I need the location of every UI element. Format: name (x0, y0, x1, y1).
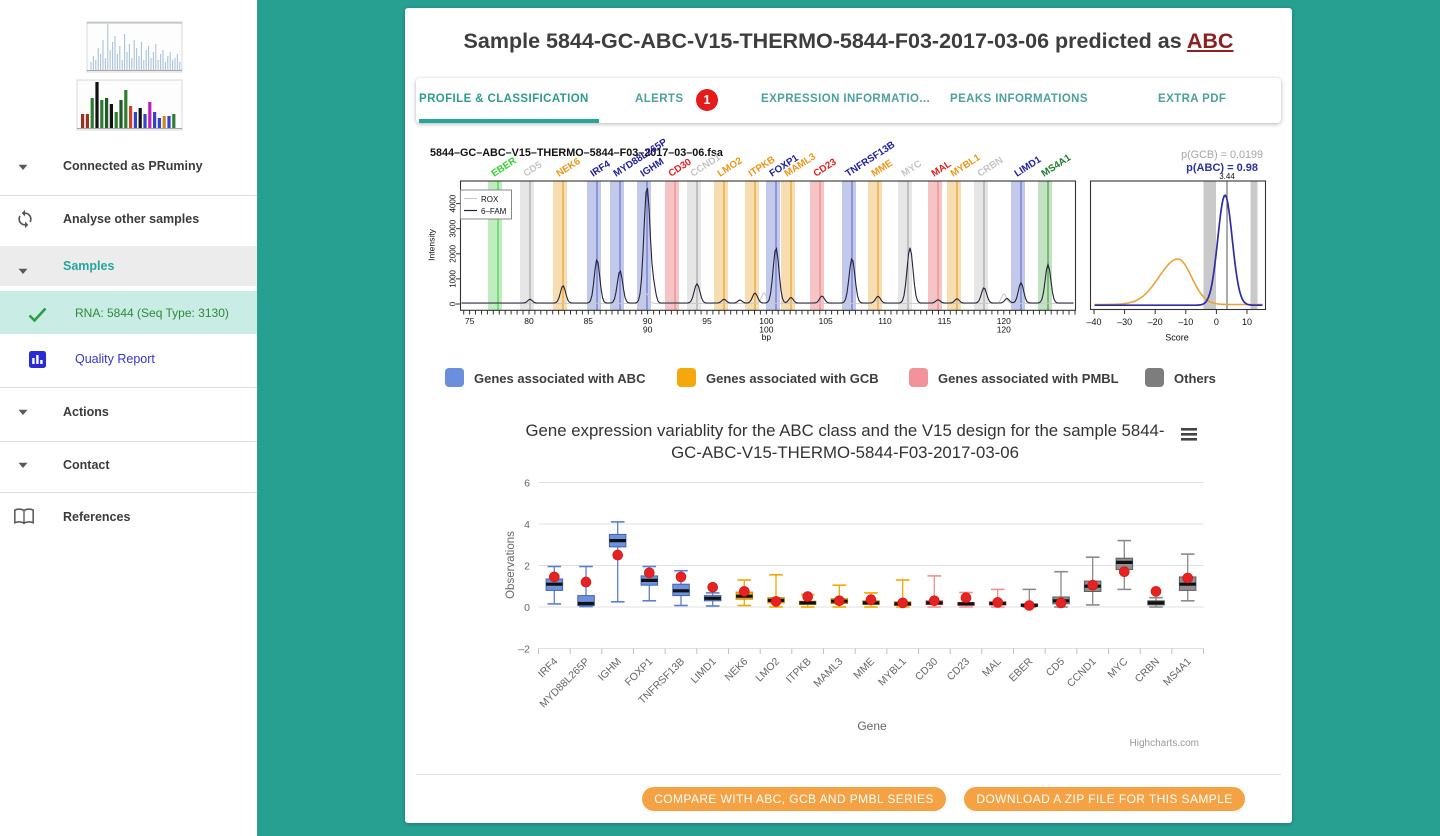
svg-text:95: 95 (702, 316, 712, 326)
svg-text:CD5: CD5 (522, 159, 545, 179)
svg-text:90: 90 (643, 316, 653, 326)
svg-text:ROX: ROX (481, 195, 499, 204)
svg-text:0: 0 (524, 602, 530, 614)
svg-text:2000: 2000 (449, 244, 458, 262)
svg-text:Intensity: Intensity (427, 228, 437, 260)
svg-text:100: 100 (759, 324, 773, 334)
svg-text:p(GCB) = 0.0199: p(GCB) = 0.0199 (1181, 149, 1263, 161)
svg-text:MAL: MAL (980, 656, 1004, 680)
svg-text:4000: 4000 (449, 194, 458, 212)
svg-text:MAML3: MAML3 (811, 656, 845, 690)
svg-text:CD30: CD30 (667, 156, 694, 179)
svg-text:p(ABC) = 0.98: p(ABC) = 0.98 (1186, 162, 1258, 174)
svg-text:115: 115 (938, 316, 952, 326)
svg-text:CRBN: CRBN (1133, 656, 1163, 686)
svg-text:6: 6 (524, 478, 530, 490)
svg-text:GC-ABC-V15-THERMO-5844-F03-201: GC-ABC-V15-THERMO-5844-F03-2017-03-06 (671, 443, 1019, 462)
svg-text:–10: –10 (1178, 317, 1193, 327)
svg-text:–40: –40 (1086, 317, 1101, 327)
svg-text:3000: 3000 (449, 219, 458, 237)
svg-text:110: 110 (878, 316, 892, 326)
svg-text:Observations: Observations (505, 531, 517, 599)
svg-text:MME: MME (851, 656, 877, 682)
svg-text:Highcharts.com: Highcharts.com (1130, 738, 1199, 749)
svg-text:1000: 1000 (449, 269, 458, 287)
svg-text:100: 100 (759, 316, 773, 326)
svg-text:Score: Score (1165, 333, 1189, 343)
svg-text:IGHM: IGHM (596, 656, 624, 684)
svg-text:120: 120 (997, 324, 1011, 334)
svg-text:EBER: EBER (490, 155, 519, 179)
svg-text:EBER: EBER (1007, 655, 1036, 684)
svg-text:NEK6: NEK6 (555, 156, 583, 180)
svg-text:ITPKB: ITPKB (784, 656, 814, 686)
svg-text:–2: –2 (518, 644, 530, 656)
svg-text:2: 2 (524, 561, 530, 573)
svg-text:75: 75 (465, 316, 475, 326)
svg-text:6–FAM: 6–FAM (481, 207, 507, 216)
svg-text:CCND1: CCND1 (1065, 656, 1099, 690)
svg-text:MS4A1: MS4A1 (1161, 656, 1194, 689)
svg-text:4: 4 (524, 519, 530, 531)
svg-text:CD5: CD5 (1044, 656, 1067, 679)
svg-text:CD30: CD30 (913, 656, 941, 684)
svg-text:0: 0 (449, 301, 458, 306)
svg-text:120: 120 (997, 316, 1011, 326)
svg-text:MYBL1: MYBL1 (876, 656, 909, 689)
svg-text:LIMD1: LIMD1 (1013, 154, 1044, 180)
svg-text:IRF4: IRF4 (589, 158, 613, 179)
svg-text:85: 85 (584, 316, 594, 326)
svg-text:0: 0 (1214, 317, 1219, 327)
svg-text:–30: –30 (1117, 317, 1132, 327)
svg-text:–20: –20 (1148, 317, 1163, 327)
svg-text:Gene: Gene (857, 719, 887, 733)
svg-text:MYC: MYC (1105, 655, 1130, 680)
svg-text:bp: bp (762, 332, 772, 342)
svg-text:5844–GC–ABC–V15–THERMO–5844–F0: 5844–GC–ABC–V15–THERMO–5844–F03–2017–03–… (430, 147, 724, 159)
svg-text:90: 90 (643, 324, 653, 334)
svg-text:CD23: CD23 (945, 656, 973, 684)
svg-text:Gene expression variablity for: Gene expression variablity for the ABC c… (526, 421, 1165, 440)
svg-text:LMO2: LMO2 (753, 656, 782, 685)
svg-text:LIMD1: LIMD1 (688, 656, 718, 686)
svg-text:105: 105 (819, 316, 833, 326)
svg-text:10: 10 (1242, 317, 1252, 327)
svg-text:MS4A1: MS4A1 (1040, 152, 1074, 179)
svg-text:MYC: MYC (900, 158, 924, 179)
svg-text:80: 80 (524, 316, 534, 326)
svg-text:NEK6: NEK6 (723, 656, 751, 684)
svg-text:IRF4: IRF4 (536, 656, 561, 681)
svg-text:3.44: 3.44 (1219, 172, 1235, 181)
